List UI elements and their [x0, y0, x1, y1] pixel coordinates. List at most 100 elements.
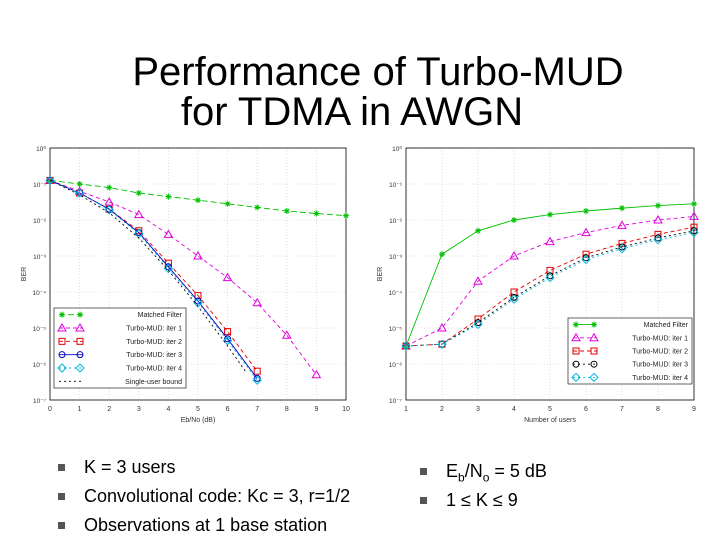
data-point: [47, 177, 53, 184]
data-point: [437, 322, 447, 332]
legend-label: Turbo-MUD: iter 3: [126, 352, 182, 359]
legend: Matched Filter Turbo-MUD: iter 1 Turbo-MUD…: [567, 317, 693, 385]
legend-marker: [590, 360, 598, 368]
x-tick-label: 2: [440, 406, 444, 413]
data-point: [193, 250, 203, 260]
y-tick-label: 10⁻⁴: [389, 290, 403, 297]
legend-marker: [590, 347, 598, 355]
bullet-marker: [58, 464, 65, 471]
data-point: [195, 197, 201, 204]
series-line: [49, 179, 258, 379]
x-tick-label: 4: [166, 406, 170, 413]
data-point: [401, 341, 411, 351]
x-tick-label: 6: [584, 406, 588, 413]
data-point: [473, 276, 483, 285]
x-tick-label: 6: [226, 406, 230, 413]
data-point: [654, 230, 662, 238]
bullet-marker: [58, 493, 65, 500]
x-tick-label: 7: [255, 406, 259, 413]
data-point: [222, 335, 233, 346]
data-point: [474, 315, 482, 323]
data-point: [581, 227, 591, 237]
data-point: [106, 184, 113, 191]
legend-marker: [75, 322, 85, 332]
series-turbo-mud-iter-1: [401, 211, 699, 350]
y-tick-label: 10⁻⁶: [389, 362, 403, 369]
legend-label: Turbo-MUD: iter 4: [126, 366, 182, 373]
data-point: [222, 272, 233, 282]
y-tick-label: 10⁻⁶: [33, 362, 47, 369]
y-tick-label: 10⁻⁵: [33, 326, 47, 333]
series-matched-filter: [403, 200, 697, 349]
data-point: [46, 176, 54, 184]
data-point: [617, 244, 627, 254]
x-axis-label: Eb/No (dB): [181, 417, 216, 424]
data-point: [545, 272, 555, 283]
data-point: [283, 208, 290, 214]
y-tick-label: 10⁰: [392, 145, 402, 153]
data-point: [654, 234, 662, 242]
bullet-marker: [420, 468, 427, 475]
data-point: [135, 190, 142, 196]
x-tick-label: 5: [548, 406, 552, 413]
y-tick-label: 10⁻⁷: [389, 398, 403, 405]
data-point: [617, 220, 627, 229]
y-tick-label: 10⁻⁵: [389, 326, 403, 333]
x-tick-label: 10: [342, 406, 350, 413]
data-point: [619, 205, 625, 212]
legend-marker: [58, 337, 66, 345]
x-tick-label: 9: [314, 406, 318, 413]
legend-label: Turbo-MUD: iter 2: [632, 349, 688, 356]
data-point: [254, 204, 261, 211]
x-tick-label: 0: [48, 406, 52, 413]
y-axis-label: BER: [377, 267, 384, 281]
legend-marker: [572, 347, 580, 355]
data-point: [690, 223, 698, 231]
data-point: [582, 254, 590, 262]
data-point: [581, 254, 591, 265]
legend: Matched Filter Turbo-MUD: iter 1 Turbo-MUD…: [53, 307, 187, 389]
legend-marker: [76, 351, 84, 359]
y-tick-label: 10⁻¹: [33, 182, 47, 189]
data-point: [689, 227, 699, 238]
bullet-list-right: Eb/No = 5 dB 1 ≤ K ≤ 9: [420, 460, 660, 518]
series-turbo-mud-iter-4: [401, 227, 699, 351]
y-axis-label: BER: [21, 267, 28, 281]
series-line: [49, 179, 258, 381]
y-tick-label: 10⁻²: [33, 218, 47, 225]
bullet-item-krange: 1 ≤ K ≤ 9: [420, 489, 660, 518]
legend-label: Turbo-MUD: iter 3: [632, 362, 688, 369]
series-matched-filter: [47, 177, 349, 219]
bullet-item: Observations at 1 base station: [58, 514, 388, 543]
series-line: [405, 226, 695, 347]
data-point: [76, 181, 83, 187]
legend-marker: [589, 332, 599, 342]
data-point: [438, 340, 446, 348]
x-tick-label: 9: [692, 406, 696, 413]
legend-box: [53, 307, 187, 389]
data-point: [74, 188, 85, 198]
x-tick-label: 2: [107, 406, 111, 413]
legend-marker: [58, 351, 66, 359]
bullet-item-ebno: Eb/No = 5 dB: [420, 460, 660, 489]
legend-marker: [571, 332, 581, 342]
data-point: [45, 175, 55, 186]
data-point: [691, 200, 697, 207]
data-point: [252, 375, 262, 385]
bullet-marker: [420, 497, 427, 504]
slide-title-line1: Performance of Turbo-MUD: [132, 50, 624, 94]
legend-marker: [57, 322, 67, 332]
data-point: [689, 211, 699, 220]
y-tick-label: 10⁻⁷: [33, 398, 47, 405]
legend-label: Matched Filter: [644, 322, 689, 329]
data-point: [690, 227, 698, 235]
legend-marker: [77, 311, 83, 318]
legend-label: Turbo-MUD: iter 4: [632, 375, 688, 382]
data-point: [224, 328, 232, 336]
x-tick-label: 5: [196, 406, 200, 413]
data-point: [193, 298, 203, 308]
legend-label: Turbo-MUD: iter 1: [632, 335, 688, 342]
data-point: [76, 189, 84, 197]
legend-label: Single-user bound: [125, 379, 182, 386]
legend-marker: [57, 363, 67, 373]
